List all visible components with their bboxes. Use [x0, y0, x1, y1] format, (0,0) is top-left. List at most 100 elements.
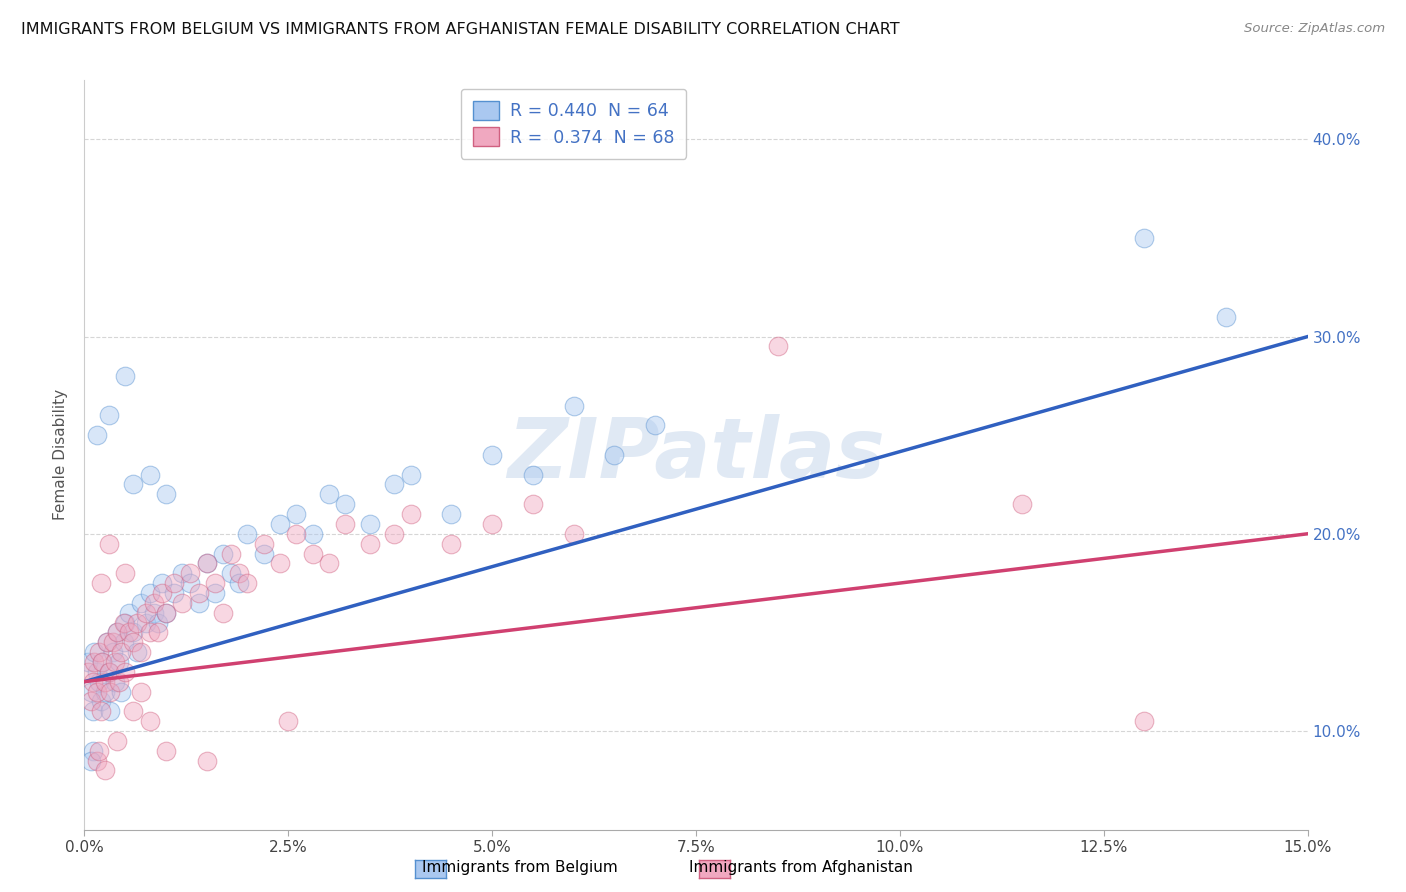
Point: [80, 754, 103, 768]
Point: [96, 635, 118, 649]
Point: [82, 744, 104, 758]
Point: [114, 566, 136, 581]
Point: [105, 625, 128, 640]
Point: [86, 754, 108, 768]
Text: IMMIGRANTS FROM BELGIUM VS IMMIGRANTS FROM AFGHANISTAN FEMALE DISABILITY CORRELA: IMMIGRANTS FROM BELGIUM VS IMMIGRANTS FR…: [21, 22, 900, 37]
Point: [522, 497, 544, 511]
Point: [87, 744, 110, 758]
Point: [96, 635, 118, 649]
Point: [105, 625, 128, 640]
Point: [80, 684, 103, 698]
Point: [277, 714, 299, 728]
Text: Immigrants from Afghanistan: Immigrants from Afghanistan: [689, 860, 914, 874]
Point: [399, 467, 422, 482]
Point: [195, 557, 218, 571]
Point: [562, 526, 585, 541]
Point: [481, 516, 503, 531]
Point: [90, 576, 112, 591]
Point: [142, 596, 165, 610]
Point: [228, 566, 250, 581]
Point: [118, 606, 141, 620]
Point: [301, 526, 323, 541]
Point: [146, 615, 169, 630]
Point: [138, 586, 160, 600]
Point: [142, 606, 165, 620]
Point: [155, 744, 177, 758]
Point: [219, 547, 242, 561]
Point: [399, 507, 422, 521]
Point: [382, 526, 405, 541]
Point: [1133, 714, 1156, 728]
Point: [77, 665, 100, 679]
Point: [104, 674, 127, 689]
Point: [86, 684, 108, 698]
Text: ZIPatlas: ZIPatlas: [508, 415, 884, 495]
Point: [107, 655, 129, 669]
Point: [440, 507, 463, 521]
Point: [236, 526, 259, 541]
Point: [138, 714, 160, 728]
Point: [97, 665, 120, 679]
Point: [285, 526, 308, 541]
Point: [440, 536, 463, 550]
Point: [236, 576, 259, 591]
Point: [195, 754, 218, 768]
Point: [97, 665, 120, 679]
Point: [382, 477, 405, 491]
Point: [107, 674, 129, 689]
Point: [114, 665, 136, 679]
Point: [127, 615, 149, 630]
Point: [204, 576, 226, 591]
Point: [253, 547, 276, 561]
Point: [87, 674, 110, 689]
Point: [285, 507, 308, 521]
Point: [163, 576, 186, 591]
Point: [122, 704, 145, 718]
Point: [603, 448, 626, 462]
Point: [90, 694, 112, 708]
Point: [228, 576, 250, 591]
Point: [318, 557, 340, 571]
Point: [1011, 497, 1033, 511]
Point: [135, 615, 157, 630]
Point: [146, 625, 169, 640]
Point: [100, 704, 122, 718]
Point: [80, 694, 103, 708]
Point: [101, 635, 124, 649]
Point: [301, 547, 323, 561]
Point: [114, 615, 136, 630]
Point: [82, 674, 104, 689]
Point: [114, 369, 136, 384]
Text: Immigrants from Belgium: Immigrants from Belgium: [422, 860, 619, 874]
Point: [110, 684, 132, 698]
Point: [269, 557, 291, 571]
Point: [112, 615, 135, 630]
Point: [187, 596, 209, 610]
Point: [1133, 231, 1156, 245]
Point: [481, 448, 503, 462]
Point: [93, 684, 115, 698]
Point: [179, 576, 201, 591]
Point: [101, 645, 124, 659]
Point: [86, 428, 108, 442]
Point: [212, 606, 235, 620]
Point: [318, 487, 340, 501]
Point: [172, 596, 194, 610]
Text: Source: ZipAtlas.com: Source: ZipAtlas.com: [1244, 22, 1385, 36]
Point: [155, 606, 177, 620]
Point: [204, 586, 226, 600]
Point: [83, 645, 105, 659]
Point: [86, 665, 108, 679]
Point: [359, 516, 381, 531]
Point: [150, 586, 173, 600]
Point: [187, 586, 209, 600]
Point: [150, 576, 173, 591]
Point: [335, 516, 357, 531]
Point: [155, 487, 177, 501]
Point: [138, 625, 160, 640]
Point: [1215, 310, 1237, 324]
Point: [122, 635, 145, 649]
Point: [335, 497, 357, 511]
Point: [90, 704, 112, 718]
Point: [644, 418, 666, 433]
